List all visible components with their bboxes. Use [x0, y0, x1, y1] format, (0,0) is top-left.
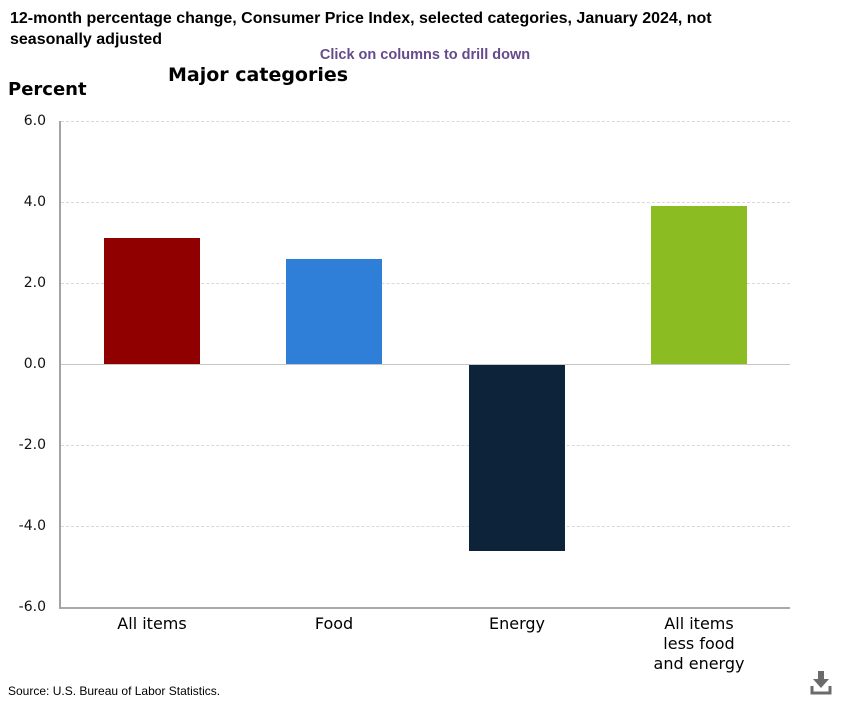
x-tick-label: All items [117, 614, 187, 633]
bar-all-items[interactable] [104, 238, 200, 364]
download-icon[interactable] [804, 667, 838, 701]
y-tick-label: 6.0 [23, 113, 46, 129]
chart-title: Major categories [168, 64, 349, 86]
zero-gridline [61, 364, 790, 365]
bar-food[interactable] [286, 259, 382, 364]
gridline [61, 445, 790, 446]
y-tick-label: -2.0 [18, 437, 46, 453]
y-tick-label: 2.0 [23, 275, 46, 291]
x-tick-label: All items less food and energy [653, 614, 745, 673]
page-title: 12-month percentage change, Consumer Pri… [10, 10, 712, 48]
gridline [61, 121, 790, 122]
bar-energy[interactable] [469, 365, 565, 551]
y-tick-label: 4.0 [23, 194, 46, 210]
bar-all-items-less-food-and-energy[interactable] [651, 206, 747, 364]
drilldown-hint: Click on columns to drill down [319, 47, 531, 63]
y-tick-label: 0.0 [23, 356, 46, 372]
x-tick-label: Food [314, 614, 354, 633]
plot-area [59, 121, 790, 609]
y-axis-title: Percent [8, 79, 87, 100]
source-note: Source: U.S. Bureau of Labor Statistics. [8, 684, 221, 698]
gridline [61, 202, 790, 203]
y-tick-label: -6.0 [18, 599, 46, 615]
gridline [61, 526, 790, 527]
gridline [61, 283, 790, 284]
x-tick-label: Energy [488, 614, 545, 633]
y-tick-label: -4.0 [18, 518, 46, 534]
